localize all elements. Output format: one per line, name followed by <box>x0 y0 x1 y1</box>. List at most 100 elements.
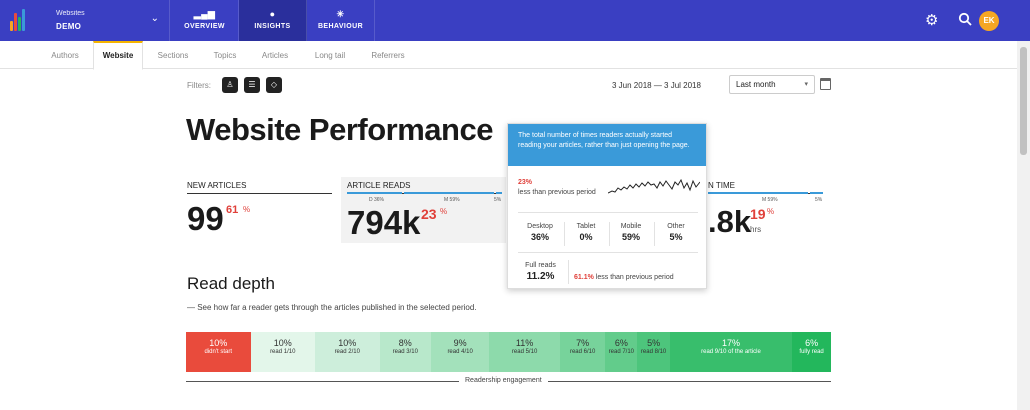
website-switcher[interactable]: Websites DEMO ⌄ <box>40 0 170 41</box>
document-filter-icon: ☰ <box>248 80 256 89</box>
device-other: Other 5% <box>667 223 685 242</box>
tag-filter-button[interactable]: ◇ <box>266 77 282 93</box>
website-switcher-label: Websites <box>56 10 85 17</box>
calendar-icon[interactable] <box>820 78 831 90</box>
date-range-text: 3 Jun 2018 — 3 Jul 2018 <box>612 81 701 90</box>
read-depth-segment-pct: 11% <box>515 338 534 348</box>
subtab-articles[interactable]: Articles <box>261 51 289 60</box>
tag-filter-icon: ◇ <box>270 80 278 89</box>
subtab-long-tail[interactable]: Long tail <box>314 51 346 60</box>
read-depth-segment-label: read 6/10 <box>569 349 596 355</box>
desktop-share-bar <box>347 192 402 194</box>
other-share-bar <box>496 192 502 194</box>
read-depth-segment[interactable]: 6% fully read <box>792 332 831 372</box>
read-depth-segment-pct: 10% <box>273 338 292 348</box>
read-depth-segment[interactable]: 17% read 9/10 of the article <box>669 332 793 372</box>
time-change: 19 <box>750 206 766 222</box>
page-title: Website Performance <box>186 112 493 147</box>
lightbulb-icon: ● <box>269 9 276 19</box>
tab-insights[interactable]: ● INSIGHTS <box>239 0 307 41</box>
subtab-authors[interactable]: Authors <box>51 51 79 60</box>
device-separator <box>609 222 610 246</box>
bar-chart-icon: ▂▄▆ <box>193 9 216 19</box>
read-depth-segment[interactable]: 9% read 4/10 <box>431 332 490 372</box>
read-depth-segment-pct: 6% <box>805 338 819 348</box>
time-label: N TIME <box>708 181 735 190</box>
sparkle-icon: ✳ <box>336 9 345 19</box>
user-avatar[interactable]: EK <box>979 11 999 31</box>
time-unit: hrs <box>750 225 762 234</box>
device-separator <box>654 222 655 246</box>
metric-divider <box>187 193 332 194</box>
read-depth-segment-label: read 3/10 <box>392 349 418 355</box>
chevron-down-icon: ⌄ <box>150 13 159 24</box>
search-icon[interactable] <box>958 12 972 26</box>
read-depth-segment-pct: 17% <box>721 338 740 348</box>
read-depth-segment-pct: 9% <box>453 338 467 348</box>
time-mobile-share-bar <box>708 192 808 194</box>
page-scrollbar[interactable] <box>1017 41 1030 410</box>
tooltip-change-text: less than previous period <box>518 189 596 196</box>
read-depth-segment-pct: 7% <box>576 338 590 348</box>
read-depth-segment-label: read 7/10 <box>608 349 635 355</box>
time-mobile-share-label: M 59% <box>762 197 778 203</box>
read-depth-segment[interactable]: 8% read 3/10 <box>379 332 432 372</box>
subtab-referrers[interactable]: Referrers <box>371 51 405 60</box>
read-depth-segment[interactable]: 5% read 8/10 <box>637 332 670 372</box>
scrollbar-thumb[interactable] <box>1020 47 1027 155</box>
read-depth-segment-label: read 2/10 <box>334 349 360 355</box>
read-depth-segment-pct: 6% <box>614 338 628 348</box>
read-depth-bar: 10% didn't start 10% read 1/10 10% read 2/10 8… <box>186 332 831 372</box>
subtab-topics[interactable]: Topics <box>213 51 237 60</box>
app-logo-icon[interactable] <box>10 9 26 31</box>
other-share-label: 5% <box>494 197 502 203</box>
gear-icon[interactable]: ⚙ <box>925 12 939 29</box>
tooltip-change-pct: 23% <box>518 179 533 186</box>
read-depth-segment-label: read 8/10 <box>640 349 667 355</box>
read-depth-segment-pct: 5% <box>647 338 661 348</box>
device-desktop: Desktop 36% <box>527 223 553 242</box>
read-depth-segment[interactable]: 10% read 2/10 <box>315 332 380 372</box>
time-change-sign: % <box>767 207 775 216</box>
read-depth-subtitle: — See how far a reader gets through the … <box>187 303 477 312</box>
article-reads-label: ARTICLE READS <box>347 181 411 190</box>
read-depth-segment-label: read 1/10 <box>270 349 296 355</box>
article-reads-card[interactable] <box>341 177 506 243</box>
time-other-share-bar <box>810 192 823 194</box>
website-switcher-value: DEMO <box>56 22 82 31</box>
author-filter-button[interactable]: ♙ <box>222 77 238 93</box>
tab-behaviour[interactable]: ✳ BEHAVIOUR <box>307 0 375 41</box>
full-reads-separator <box>568 260 569 284</box>
full-reads-change: 61.1% less than previous period <box>574 274 674 281</box>
article-reads-tooltip: The total number of times readers actual… <box>507 123 707 289</box>
read-depth-segment[interactable]: 6% read 7/10 <box>605 332 638 372</box>
read-depth-axis-label: Readership engagement <box>459 377 548 384</box>
read-depth-segment[interactable]: 7% read 6/10 <box>560 332 606 372</box>
tab-overview[interactable]: ▂▄▆ OVERVIEW <box>171 0 239 41</box>
article-reads-change: 23 <box>421 206 437 222</box>
tooltip-divider <box>518 212 698 213</box>
tooltip-description: The total number of times readers actual… <box>508 124 706 166</box>
desktop-share-label: D 36% <box>369 197 385 203</box>
device-separator <box>564 222 565 246</box>
read-depth-segment-label: didn't start <box>204 349 233 355</box>
read-depth-segment[interactable]: 10% read 1/10 <box>250 332 315 372</box>
read-depth-segment-label: read 4/10 <box>447 349 473 355</box>
mobile-share-bar <box>404 192 494 194</box>
read-depth-segment[interactable]: 11% read 5/10 <box>489 332 561 372</box>
mobile-share-label: M 59% <box>444 197 460 203</box>
subtab-website[interactable]: Website <box>93 41 143 70</box>
subtab-sections[interactable]: Sections <box>157 51 189 60</box>
article-reads-change-sign: % <box>440 207 448 216</box>
period-select[interactable]: Last month ▾ <box>729 75 815 94</box>
filters-label: Filters: <box>187 81 211 90</box>
time-value: .8k <box>708 204 752 239</box>
document-filter-button[interactable]: ☰ <box>244 77 260 93</box>
period-select-value: Last month <box>736 80 776 89</box>
time-other-share-label: 5% <box>815 197 823 203</box>
read-depth-title: Read depth <box>187 274 275 293</box>
sparkline-chart <box>608 178 700 194</box>
article-reads-value: 794k <box>347 204 421 241</box>
top-navigation-bar: Websites DEMO ⌄ ▂▄▆ OVERVIEW ● INSIGHTS … <box>0 0 1030 41</box>
read-depth-segment[interactable]: 10% didn't start <box>186 332 251 372</box>
